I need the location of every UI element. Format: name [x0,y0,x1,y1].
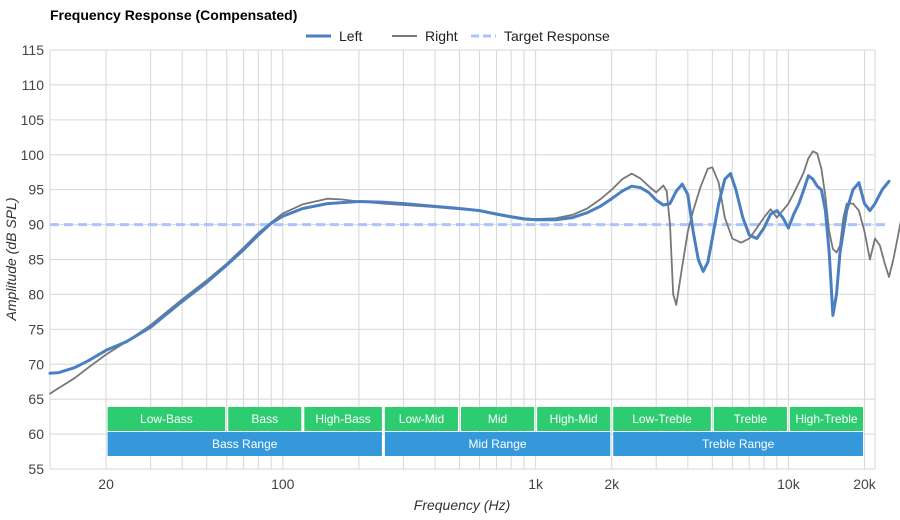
legend-label: Target Response [504,28,610,44]
band-label: Low-Bass [140,412,193,426]
band-rect [107,407,226,431]
y-axis-label: Amplitude (dB SPL) [3,198,19,322]
band-label: High-Bass [315,412,370,426]
frequency-band: Mid [461,407,535,431]
band-label: Low-Mid [399,412,444,426]
band-label: Mid Range [469,437,527,451]
x-tick-label: 20 [98,476,114,492]
band-label: Bass Range [212,437,278,451]
frequency-band: Bass Range [107,432,382,456]
band-rect [713,407,787,431]
y-tick-label: 115 [22,42,45,58]
band-rect [304,407,382,431]
band-label: High-Treble [795,412,858,426]
frequency-bands: Low-Bass Bass High-Bass Low-Mid Mid High-Mid L… [107,407,864,456]
band-rect [613,432,864,456]
y-tick-label: 110 [22,77,45,93]
legend-item: Right [392,28,458,44]
legend-item: Left [306,28,362,44]
legend: Left Right Target Response [306,28,610,44]
x-tick-label: 10k [777,476,801,492]
y-tick-label: 60 [28,426,44,442]
frequency-band: Low-Treble [613,407,711,431]
x-tick-label: 1k [528,476,544,492]
x-tick-label: 20k [853,476,877,492]
band-rect [107,432,382,456]
x-tick-label: 100 [271,476,295,492]
band-rect [613,407,711,431]
frequency-band: Low-Bass [107,407,226,431]
band-label: Low-Treble [632,412,692,426]
grid-lines [49,49,876,470]
y-tick-label: 75 [28,321,44,337]
band-rect [537,407,611,431]
series-line-right [49,150,900,395]
band-rect [384,407,459,431]
band-label: Bass [251,412,278,426]
frequency-band: Treble Range [613,432,864,456]
band-label: Treble [734,412,768,426]
y-tick-label: 105 [21,112,45,128]
band-label: High-Mid [550,412,598,426]
band-rect [384,432,611,456]
band-rect [228,407,302,431]
x-axis-label: Frequency (Hz) [414,497,510,513]
y-tick-label: 90 [28,217,44,233]
frequency-band: Mid Range [384,432,611,456]
frequency-band: Low-Mid [384,407,459,431]
y-tick-label: 85 [28,252,44,268]
series-line-left [48,172,891,375]
y-tick-label: 95 [28,182,44,198]
band-rect [461,407,535,431]
y-tick-label: 70 [28,356,44,372]
legend-item: Target Response [471,28,610,44]
frequency-band: Treble [713,407,787,431]
band-label: Mid [488,412,507,426]
frequency-band: High-Mid [537,407,611,431]
y-tick-label: 80 [28,286,44,302]
y-tick-label: 100 [21,147,45,163]
chart-title: Frequency Response (Compensated) [50,7,297,23]
legend-label: Left [339,28,362,44]
y-tick-label: 65 [28,391,44,407]
x-tick-label: 2k [604,476,620,492]
frequency-band: Bass [228,407,302,431]
band-rect [789,407,864,431]
axis-ticks: 55 60 65 70 75 80 85 90 95 100 105 110 115 20 100 1k 2k 1… [21,42,877,492]
y-tick-label: 55 [28,461,44,477]
frequency-band: High-Treble [789,407,864,431]
legend-label: Right [425,28,458,44]
band-label: Treble Range [702,437,775,451]
frequency-band: High-Bass [304,407,382,431]
series-lines [48,150,900,395]
